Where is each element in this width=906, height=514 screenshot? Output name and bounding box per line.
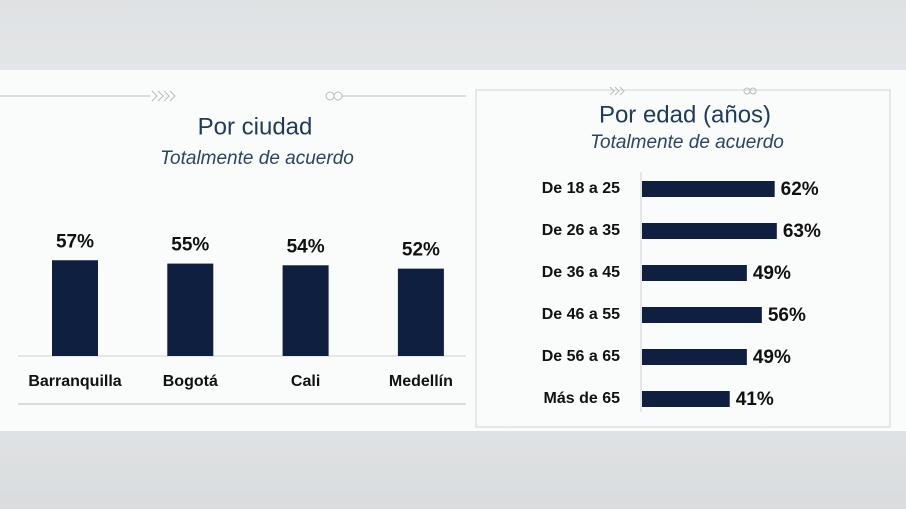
- category-label: De 18 a 25: [542, 180, 620, 197]
- bar: [642, 265, 747, 281]
- bar: [642, 349, 747, 365]
- bar: [282, 265, 329, 356]
- category-label: De 26 a 35: [542, 222, 620, 239]
- chart-title: Por edad (años): [599, 101, 771, 128]
- bar: [642, 223, 777, 239]
- chart-title: Por ciudad: [198, 113, 313, 140]
- value-label: 56%: [768, 305, 806, 326]
- chart-subtitle: Totalmente de acuerdo: [160, 148, 354, 169]
- value-label: 49%: [753, 347, 791, 368]
- bar: [52, 260, 98, 356]
- value-label: 52%: [402, 240, 440, 261]
- panel-band: [0, 70, 906, 431]
- category-label: Más de 65: [544, 390, 621, 407]
- value-label: 62%: [781, 179, 819, 200]
- value-label: 63%: [783, 221, 821, 242]
- category-label: De 36 a 45: [542, 264, 620, 281]
- bar: [642, 391, 730, 407]
- bar: [642, 181, 775, 197]
- category-label: Medellín: [389, 373, 453, 390]
- category-label: Bogotá: [163, 373, 218, 390]
- bar: [397, 268, 444, 356]
- value-label: 41%: [736, 389, 774, 410]
- value-label: 54%: [287, 236, 325, 257]
- category-label: Cali: [291, 373, 320, 390]
- category-label: De 56 a 65: [542, 348, 620, 365]
- value-label: 49%: [753, 263, 791, 284]
- chart-subtitle: Totalmente de acuerdo: [590, 132, 784, 153]
- value-label: 57%: [56, 231, 94, 252]
- bar: [642, 307, 762, 323]
- decoration: [0, 86, 891, 428]
- bar: [167, 263, 214, 356]
- category-label: De 46 a 55: [542, 306, 620, 323]
- category-label: Barranquilla: [28, 373, 121, 390]
- value-label: 55%: [171, 235, 209, 256]
